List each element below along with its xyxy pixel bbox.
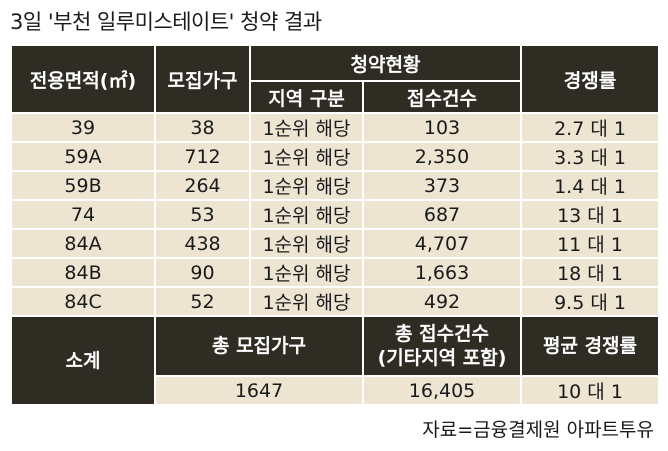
cell-recruit: 264 bbox=[154, 170, 251, 201]
cell-recruit: 90 bbox=[154, 257, 251, 288]
header-status: 청약현황 bbox=[248, 44, 523, 82]
header-applications: 접수건수 bbox=[361, 80, 523, 114]
cell-region: 1순위 해당 bbox=[249, 170, 364, 201]
cell-competition: 13 대 1 bbox=[520, 199, 661, 230]
cell-recruit: 438 bbox=[154, 228, 251, 259]
cell-recruit: 52 bbox=[154, 286, 251, 317]
header-area: 전용면적(㎡) bbox=[10, 44, 156, 114]
cell-applications: 1,663 bbox=[361, 257, 523, 288]
cell-area: 84B bbox=[10, 257, 156, 288]
source-note: 자료=금융결제원 아파트투유 bbox=[422, 419, 654, 441]
cell-recruit: 53 bbox=[154, 199, 251, 230]
cell-area: 74 bbox=[10, 199, 156, 230]
table-row: 59B 264 1순위 해당 373 1.4 대 1 bbox=[10, 170, 661, 201]
header-competition: 경쟁률 bbox=[520, 44, 661, 114]
header-region: 지역 구분 bbox=[249, 80, 364, 114]
subscription-results-table: 전용면적(㎡) 모집가구 청약현황 경쟁률 지역 구분 접수건수 39 38 1… bbox=[10, 44, 661, 406]
header-total-applications-line2: (기타지역 포함) bbox=[377, 347, 507, 369]
cell-applications: 687 bbox=[361, 199, 523, 230]
cell-applications: 4,707 bbox=[361, 228, 523, 259]
summary-row: 1647 16,405 10 대 1 bbox=[11, 375, 661, 406]
total-applications-value: 16,405 bbox=[361, 375, 523, 406]
header-recruit: 모집가구 bbox=[154, 44, 251, 114]
cell-area: 84C bbox=[10, 286, 156, 317]
cell-competition: 11 대 1 bbox=[520, 228, 661, 259]
header-total-applications: 총 접수건수 (기타지역 포함) bbox=[361, 315, 523, 377]
cell-area: 59A bbox=[10, 141, 156, 172]
cell-region: 1순위 해당 bbox=[249, 228, 364, 259]
table-row: 84C 52 1순위 해당 492 9.5 대 1 bbox=[10, 286, 661, 317]
cell-recruit: 38 bbox=[154, 112, 251, 143]
table-row: 84B 90 1순위 해당 1,663 18 대 1 bbox=[10, 257, 661, 288]
cell-area: 84A bbox=[10, 228, 156, 259]
cell-recruit: 712 bbox=[154, 141, 251, 172]
cell-region: 1순위 해당 bbox=[249, 141, 364, 172]
cell-competition: 3.3 대 1 bbox=[520, 141, 661, 172]
cell-competition: 1.4 대 1 bbox=[520, 170, 661, 201]
avg-competition-value: 10 대 1 bbox=[520, 375, 661, 406]
cell-competition: 2.7 대 1 bbox=[520, 112, 661, 143]
cell-area: 39 bbox=[10, 112, 156, 143]
cell-applications: 373 bbox=[361, 170, 523, 201]
header-avg-competition: 평균 경쟁률 bbox=[520, 315, 661, 377]
header-total-applications-line1: 총 접수건수 bbox=[395, 323, 490, 345]
header-total-recruit: 총 모집가구 bbox=[154, 315, 364, 377]
cell-applications: 103 bbox=[361, 112, 523, 143]
cell-region: 1순위 해당 bbox=[249, 286, 364, 317]
cell-region: 1순위 해당 bbox=[249, 112, 364, 143]
table-row: 84A 438 1순위 해당 4,707 11 대 1 bbox=[10, 228, 661, 259]
page-title: 3일 '부천 일루미스테이트' 청약 결과 bbox=[10, 10, 322, 34]
cell-area: 59B bbox=[10, 170, 156, 201]
cell-region: 1순위 해당 bbox=[249, 257, 364, 288]
summary-label: 소계 bbox=[10, 315, 156, 406]
cell-applications: 492 bbox=[361, 286, 523, 317]
cell-applications: 2,350 bbox=[361, 141, 523, 172]
table-row: 39 38 1순위 해당 103 2.7 대 1 bbox=[10, 112, 661, 143]
total-recruit-value: 1647 bbox=[154, 375, 364, 406]
table-row: 74 53 1순위 해당 687 13 대 1 bbox=[10, 199, 661, 230]
table-row: 59A 712 1순위 해당 2,350 3.3 대 1 bbox=[10, 141, 661, 172]
cell-region: 1순위 해당 bbox=[249, 199, 364, 230]
cell-competition: 9.5 대 1 bbox=[520, 286, 661, 317]
cell-competition: 18 대 1 bbox=[520, 257, 661, 288]
